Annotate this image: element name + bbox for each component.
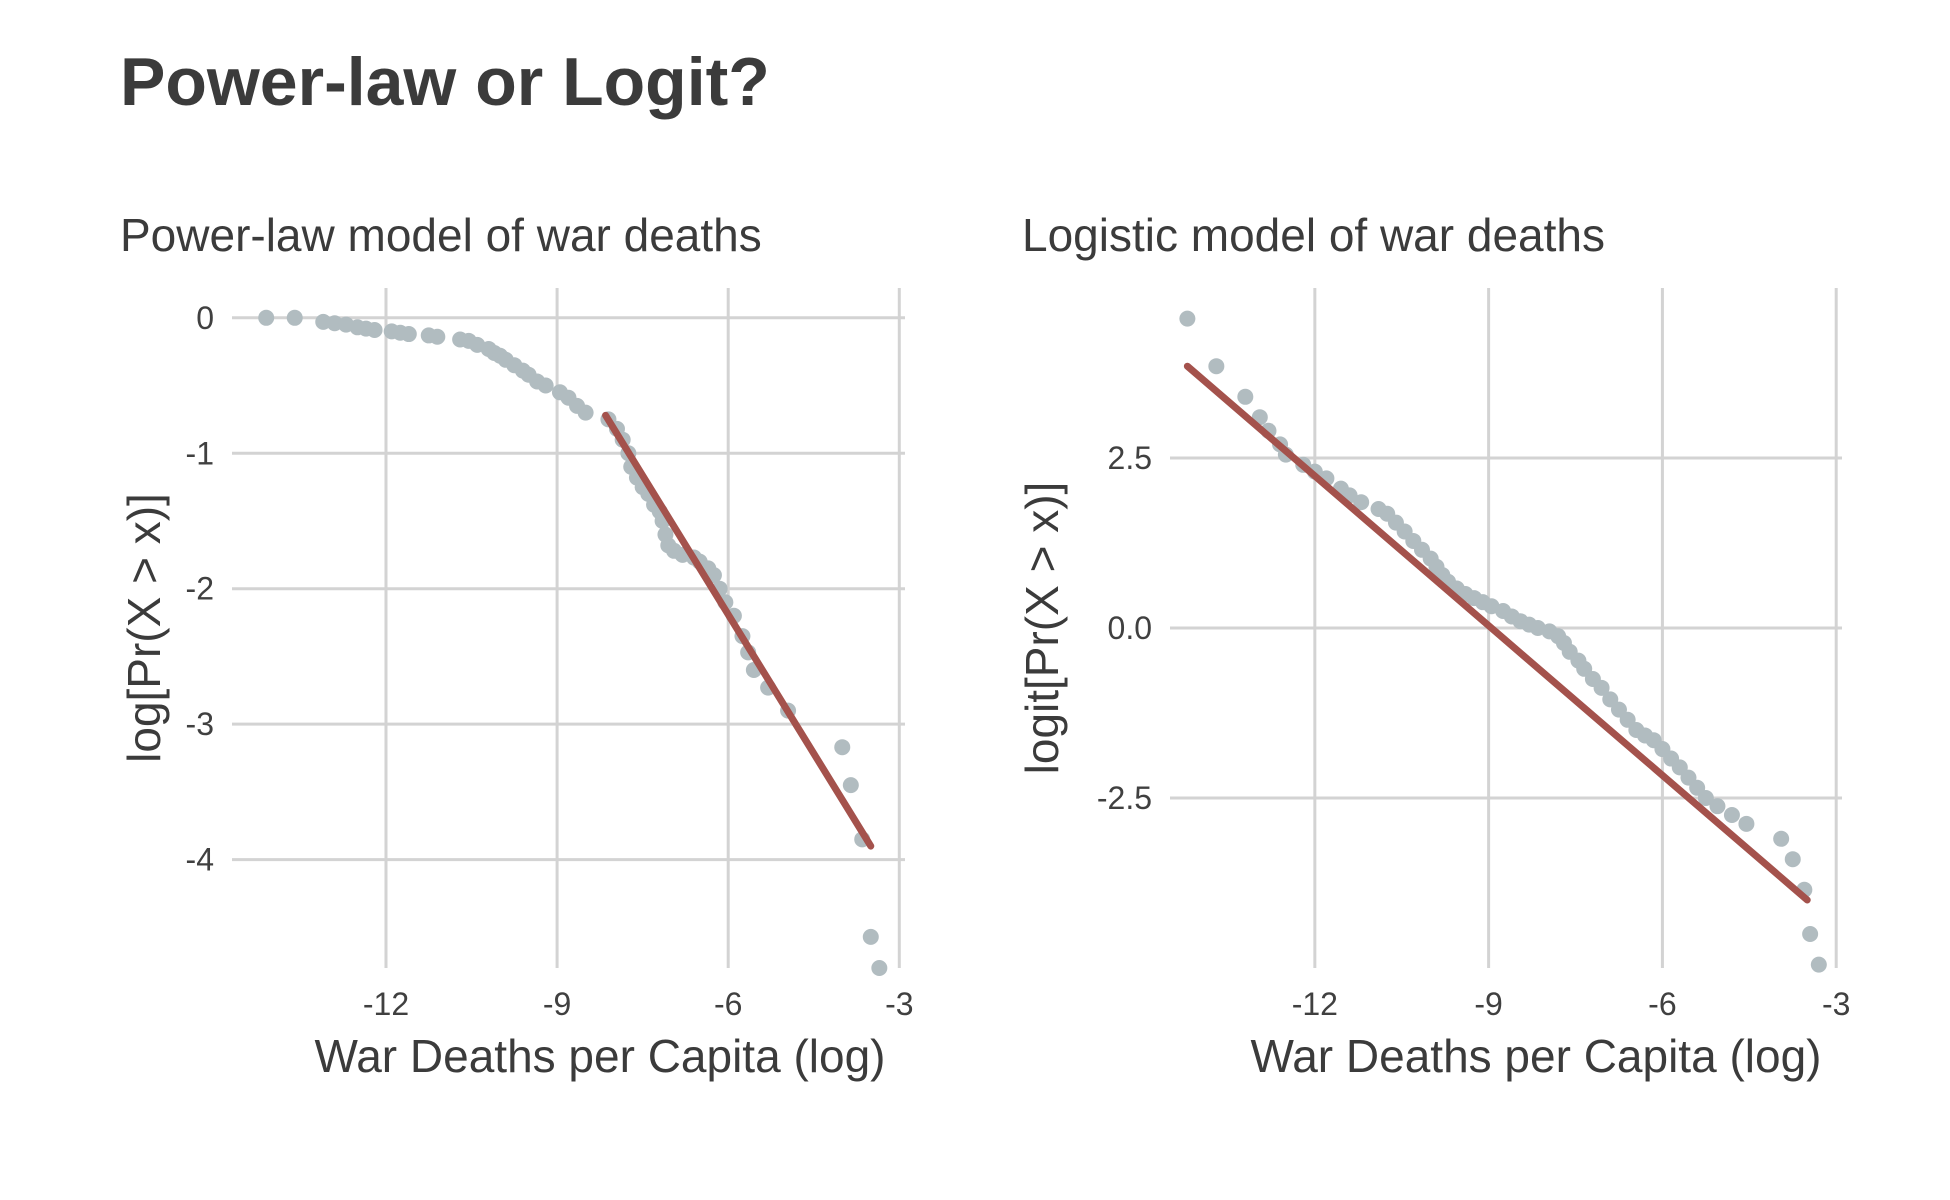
right-data-point bbox=[1709, 798, 1726, 815]
left-x-tick-label: -12 bbox=[363, 986, 409, 1022]
left-y-axis-label: log[Pr(X > x)] bbox=[118, 493, 170, 763]
right-data-point bbox=[1237, 388, 1254, 405]
left-y-tick-label: -3 bbox=[186, 706, 214, 742]
right-fit-line bbox=[1183, 362, 1811, 904]
right-data-point bbox=[1784, 851, 1801, 868]
left-y-tick-label: -1 bbox=[186, 435, 214, 471]
left-x-tick-label: -3 bbox=[885, 986, 913, 1022]
right-data-point bbox=[1179, 310, 1196, 327]
right-data-point bbox=[1802, 926, 1819, 942]
right-y-tick-label: -2.5 bbox=[1097, 780, 1152, 816]
right-x-tick-label: -3 bbox=[1822, 986, 1850, 1022]
right-data-point bbox=[1723, 807, 1740, 823]
left-x-tick-label: -9 bbox=[543, 986, 571, 1022]
left-data-point bbox=[577, 404, 594, 421]
main-title: Power-law or Logit? bbox=[120, 44, 770, 120]
left-y-tick-label: -4 bbox=[186, 842, 214, 878]
left-data-point bbox=[537, 377, 554, 394]
right-y-tick-label: 0.0 bbox=[1108, 610, 1152, 646]
left-data-point bbox=[871, 960, 888, 976]
left-x-tick-label: -6 bbox=[714, 986, 742, 1022]
right-x-tick-label: -6 bbox=[1648, 986, 1676, 1022]
right-data-point bbox=[1810, 956, 1827, 973]
left-x-axis-label: War Deaths per Capita (log) bbox=[315, 1030, 886, 1082]
right-y-tick-label: 2.5 bbox=[1108, 440, 1152, 476]
right-data-point bbox=[1593, 679, 1610, 696]
left-data-point bbox=[286, 309, 303, 326]
right-panel-title: Logistic model of war deaths bbox=[1022, 209, 1605, 261]
right-data-point bbox=[1773, 830, 1790, 847]
right-y-axis-label: logit[Pr(X > x)] bbox=[1016, 482, 1068, 775]
left-y-tick-label: -2 bbox=[186, 571, 214, 607]
left-y-tick-label: 0 bbox=[196, 300, 214, 336]
right-data-point bbox=[1697, 790, 1714, 806]
right-x-tick-label: -9 bbox=[1474, 986, 1502, 1022]
left-data-point bbox=[834, 739, 851, 756]
left-fit-line bbox=[602, 411, 875, 850]
right-data-point bbox=[1738, 815, 1755, 832]
left-data-point bbox=[842, 777, 859, 794]
right-data-point bbox=[1353, 494, 1370, 511]
left-data-point bbox=[366, 321, 383, 338]
left-panel-title: Power-law model of war deaths bbox=[120, 209, 762, 261]
right-x-axis-label: War Deaths per Capita (log) bbox=[1251, 1030, 1822, 1082]
right-data-point bbox=[1208, 358, 1225, 375]
left-data-point bbox=[429, 328, 446, 345]
left-data-point bbox=[400, 326, 417, 343]
right-x-tick-label: -12 bbox=[1292, 986, 1338, 1022]
left-data-point bbox=[258, 309, 275, 326]
left-data-point bbox=[862, 928, 879, 945]
